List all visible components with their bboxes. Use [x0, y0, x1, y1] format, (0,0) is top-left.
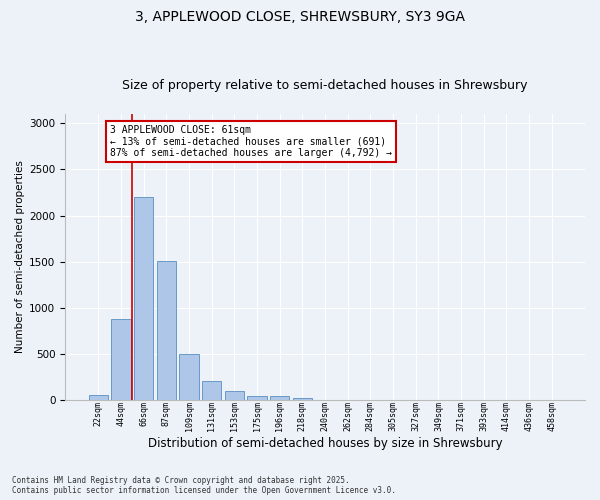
Bar — [134, 197, 154, 400]
Bar — [270, 396, 289, 400]
Bar — [157, 260, 176, 400]
Bar — [293, 398, 312, 400]
Bar — [247, 396, 267, 400]
Text: 3 APPLEWOOD CLOSE: 61sqm
← 13% of semi-detached houses are smaller (691)
87% of : 3 APPLEWOOD CLOSE: 61sqm ← 13% of semi-d… — [110, 125, 392, 158]
Title: Size of property relative to semi-detached houses in Shrewsbury: Size of property relative to semi-detach… — [122, 79, 528, 92]
Bar — [225, 391, 244, 400]
Bar — [89, 396, 108, 400]
X-axis label: Distribution of semi-detached houses by size in Shrewsbury: Distribution of semi-detached houses by … — [148, 437, 502, 450]
Text: 3, APPLEWOOD CLOSE, SHREWSBURY, SY3 9GA: 3, APPLEWOOD CLOSE, SHREWSBURY, SY3 9GA — [135, 10, 465, 24]
Bar — [179, 354, 199, 400]
Bar — [112, 319, 131, 400]
Text: Contains HM Land Registry data © Crown copyright and database right 2025.
Contai: Contains HM Land Registry data © Crown c… — [12, 476, 396, 495]
Y-axis label: Number of semi-detached properties: Number of semi-detached properties — [15, 160, 25, 354]
Bar — [202, 380, 221, 400]
